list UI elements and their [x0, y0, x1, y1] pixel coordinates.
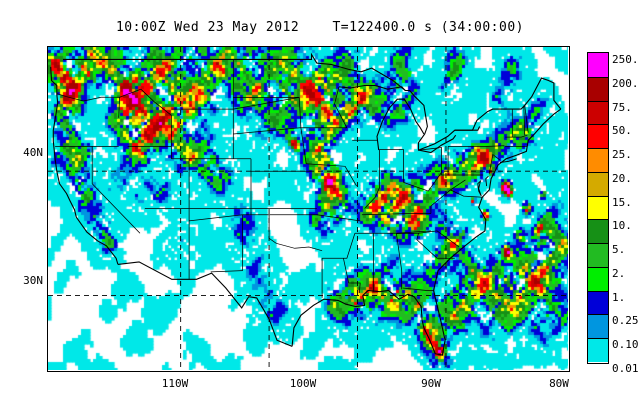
bay-delaware [485, 175, 489, 187]
colorbar [587, 52, 609, 364]
lake-superior-west [338, 84, 376, 89]
colorbar-segment-2 [588, 100, 608, 125]
colorbar-separator-11 [588, 338, 608, 340]
colorbar-segment-1 [588, 76, 608, 101]
lon-tick-label-100w: 100W [289, 377, 317, 390]
state-border-25 [316, 214, 361, 222]
border-mexico [117, 261, 293, 347]
state-border-51 [523, 105, 526, 136]
lake-erie-south [418, 134, 457, 154]
colorbar-label-11: 0.25 [612, 314, 639, 328]
state-border-21 [268, 214, 323, 252]
state-border-3 [118, 88, 172, 118]
colorbar-separator-9 [588, 290, 608, 292]
lat-tick-label-30n: 30N [23, 274, 43, 287]
colorbar-separator-4 [588, 171, 608, 173]
colorbar-separator-10 [588, 314, 608, 316]
colorbar-label-7: 10. [612, 219, 632, 233]
colorbar-segment-8 [588, 243, 608, 267]
map-plot-area [47, 46, 570, 372]
colorbar-segment-5 [588, 171, 608, 196]
colorbar-segment-9 [588, 266, 608, 291]
state-border-47 [488, 153, 501, 174]
colorbar-label-3: 50. [612, 124, 632, 138]
colorbar-label-1: 200. [612, 76, 639, 90]
colorbar-segment-0 [588, 53, 608, 77]
colorbar-label-13: 0.01 [612, 362, 639, 375]
lon-tick-label-90w: 90W [421, 377, 441, 390]
state-border-29 [334, 86, 348, 128]
colorbar-label-0: 250. [612, 53, 639, 66]
state-border-39 [396, 233, 403, 283]
colorbar-separator-1 [588, 100, 608, 102]
colorbar-separator-3 [588, 148, 608, 150]
colorbar-segment-11 [588, 314, 608, 339]
figure-title: 10:00Z Wed 23 May 2012 T=122400.0 s (34:… [115, 20, 524, 35]
lon-tick-label-80w: 80W [549, 377, 569, 390]
colorbar-segment-6 [588, 195, 608, 220]
colorbar-separator-6 [588, 219, 608, 221]
colorbar-label-10: 1. [612, 290, 626, 304]
state-border-43 [416, 233, 455, 259]
state-border-42 [396, 230, 460, 248]
colorbar-separator-7 [588, 243, 608, 245]
state-border-0 [56, 93, 120, 102]
colorbar-label-9: 2. [612, 266, 626, 280]
colorbar-label-5: 20. [612, 171, 632, 185]
colorbar-segment-10 [588, 290, 608, 315]
geographic-boundaries [48, 47, 568, 370]
state-border-17 [210, 270, 243, 273]
lake-ontario-south [454, 126, 481, 131]
state-border-2 [91, 146, 141, 234]
state-border-22 [298, 97, 307, 164]
colorbar-segment-3 [588, 124, 608, 149]
state-border-34 [403, 172, 442, 192]
state-border-33 [364, 149, 380, 209]
state-border-15 [189, 214, 243, 222]
colorbar-label-12: 0.10 [612, 338, 639, 352]
colorbar-separator-2 [588, 124, 608, 126]
colorbar-segment-7 [588, 219, 608, 244]
state-border-52 [524, 105, 529, 133]
colorbar-separator-8 [588, 266, 608, 268]
state-border-35 [418, 147, 442, 175]
lon-tick-label-110w: 110W [161, 377, 189, 390]
colorbar-separator-5 [588, 195, 608, 197]
state-border-28 [343, 258, 361, 294]
state-border-10 [233, 127, 301, 135]
lake-michigan-huron [376, 98, 425, 151]
coastline-gulf-east [291, 108, 562, 356]
lake-superior-south [375, 84, 406, 91]
state-border-36 [361, 213, 431, 216]
state-border-26 [322, 233, 356, 259]
lat-tick-label-40n: 40N [23, 146, 43, 159]
state-border-53 [448, 145, 505, 147]
state-border-6 [171, 97, 300, 110]
colorbar-label-8: 5. [612, 243, 626, 257]
colorbar-label-6: 15. [612, 195, 632, 209]
state-border-44 [430, 179, 466, 214]
colorbar-segment-4 [588, 148, 608, 172]
colorbar-label-4: 25. [612, 148, 632, 162]
state-border-24 [306, 163, 357, 187]
state-border-45 [450, 189, 484, 198]
coastline-west [50, 66, 119, 265]
colorbar-segment-12 [588, 338, 608, 362]
long-island [499, 158, 517, 163]
bay-chesapeake [477, 179, 482, 197]
colorbar-separator-0 [588, 76, 608, 78]
colorbar-label-2: 75. [612, 100, 632, 114]
state-border-49 [505, 134, 528, 138]
state-border-41 [402, 287, 434, 291]
border-canada [63, 52, 562, 151]
